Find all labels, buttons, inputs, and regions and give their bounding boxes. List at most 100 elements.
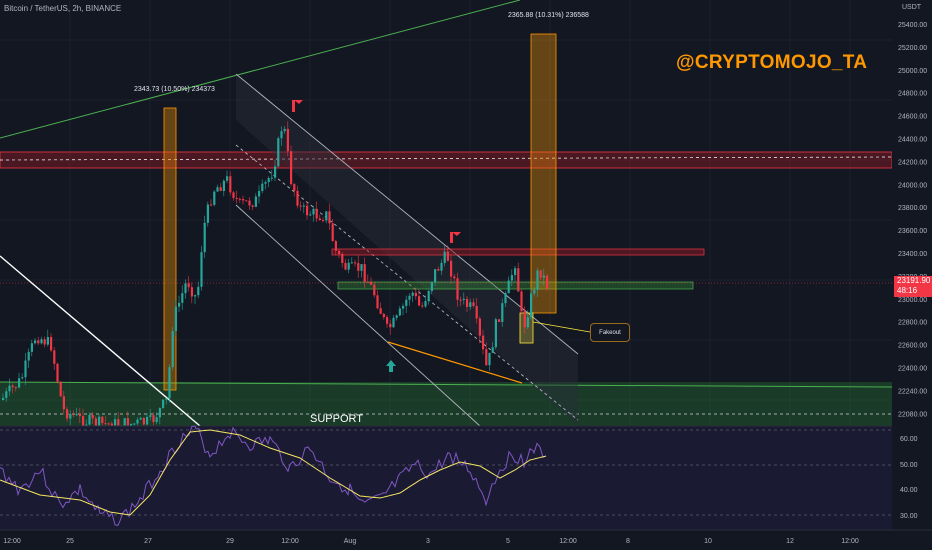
candle-body	[142, 417, 145, 425]
candle-body	[168, 367, 171, 399]
fakeout-callout: Fakeout	[590, 323, 630, 342]
last-price-tag: 23191.90 48:16	[894, 276, 932, 297]
candle-body	[254, 196, 257, 207]
last-price-value: 23191.90	[897, 276, 931, 285]
candle-body	[155, 417, 158, 423]
candle-body	[264, 182, 267, 184]
candle-body	[216, 187, 219, 192]
candle-body	[34, 340, 37, 344]
candle-body	[411, 292, 414, 296]
candle-body	[30, 343, 33, 352]
candle-body	[539, 270, 542, 278]
candle-body	[536, 270, 539, 290]
currency-label: USDT	[902, 4, 922, 11]
candle-body	[456, 278, 459, 300]
candle-body	[274, 166, 277, 178]
candle-body	[21, 377, 24, 379]
rsi-tick-label: 40.00	[900, 487, 918, 494]
candle-body	[414, 292, 417, 297]
rsi-panel	[0, 426, 892, 530]
candle-body	[357, 263, 360, 271]
local-support-zone	[337, 281, 694, 290]
rsi-tick-label: 60.00	[900, 436, 918, 443]
candle-body	[347, 262, 350, 270]
symbol-title: Bitcoin / TetherUS, 2h, BINANCE	[4, 4, 122, 13]
candle-body	[72, 413, 75, 416]
candle-body	[11, 385, 14, 388]
candle-body	[306, 205, 309, 216]
candle-body	[405, 299, 408, 306]
candle-body	[382, 313, 385, 318]
candle-body	[69, 413, 72, 419]
candle-body	[408, 295, 411, 300]
candle-body	[114, 419, 117, 430]
time-tick-label: 12:00	[281, 538, 299, 545]
candle-body	[82, 416, 85, 427]
candle-body	[546, 275, 549, 289]
candle-body	[290, 151, 293, 185]
candle-body	[526, 317, 529, 328]
candle-body	[40, 339, 43, 344]
candle-body	[206, 204, 209, 223]
candle-body	[542, 275, 545, 278]
candle-body	[434, 269, 437, 283]
candle-body	[229, 176, 232, 193]
candle-body	[27, 351, 30, 361]
candle-body	[280, 131, 283, 139]
candle-body	[322, 220, 325, 222]
candle-body	[402, 305, 405, 309]
candle-body	[98, 416, 101, 427]
candle-body	[360, 264, 363, 271]
candle-body	[107, 423, 110, 425]
candle-body	[510, 275, 513, 281]
candle-body	[299, 205, 302, 207]
candle-body	[338, 250, 341, 254]
candle-body	[318, 218, 321, 221]
price-tick-label: 22800.00	[898, 320, 927, 327]
rsi-tick-label: 30.00	[900, 513, 918, 520]
price-tick-label: 23400.00	[898, 251, 927, 258]
sell-marker-2	[450, 232, 461, 243]
candle-body	[498, 319, 501, 322]
candle-body	[37, 340, 40, 344]
candle-body	[158, 407, 161, 418]
buy-arrow-icon	[386, 360, 396, 372]
candle-body	[91, 415, 94, 419]
candle-body	[248, 200, 251, 206]
candle-body	[520, 291, 523, 312]
upper-trendline	[0, 0, 521, 139]
channel-middle	[235, 144, 579, 421]
candle-body	[222, 180, 225, 192]
time-tick-label: 25	[66, 538, 74, 545]
candle-body	[437, 269, 440, 271]
fakeout-box	[519, 312, 534, 344]
price-tick-label: 25000.00	[898, 68, 927, 75]
candle-body	[392, 317, 395, 328]
candle-body	[162, 399, 165, 408]
measure-box-right	[530, 33, 557, 314]
candle-body	[245, 200, 248, 202]
candle-body	[491, 347, 494, 353]
support-zone	[0, 382, 892, 426]
time-tick-label: 5	[506, 538, 510, 545]
price-tick-label: 23600.00	[898, 228, 927, 235]
candle-body	[286, 128, 289, 152]
candle-body	[386, 317, 389, 324]
candle-body	[165, 398, 168, 400]
measure-label-right: 2365.88 (10.31%) 236588	[508, 12, 589, 19]
candle-body	[469, 302, 472, 307]
candle-body	[430, 282, 433, 292]
channel-upper	[235, 73, 579, 355]
price-tick-label: 23000.00	[898, 297, 927, 304]
candle-body	[139, 417, 142, 420]
time-tick-label: 10	[704, 538, 712, 545]
price-axis	[892, 0, 932, 530]
candle-body	[261, 183, 264, 192]
candle-body	[18, 378, 21, 388]
candle-body	[366, 281, 369, 283]
candle-body	[43, 339, 46, 345]
candles	[2, 121, 549, 436]
candle-body	[312, 208, 315, 215]
candle-body	[421, 305, 424, 307]
